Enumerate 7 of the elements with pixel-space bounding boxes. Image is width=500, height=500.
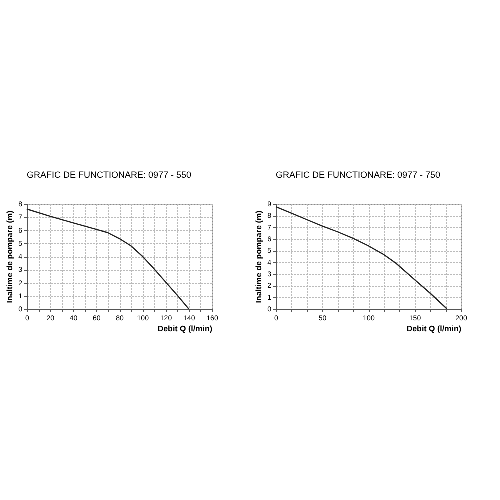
y-axis-title: Inaltime de pompare (m): [6, 210, 15, 304]
x-axis-title: Debit Q (l/min): [158, 324, 213, 334]
x-axis-title: Debit Q (l/min): [406, 324, 462, 334]
y-axis-title: Inaltime de pompare (m): [254, 210, 264, 304]
chart-title: GRAFIC DE FUNCTIONARE: 0977 - 750: [276, 170, 441, 180]
line-series: [26, 208, 190, 310]
chart-title: GRAFIC DE FUNCTIONARE: 0977 - 550: [27, 170, 192, 180]
